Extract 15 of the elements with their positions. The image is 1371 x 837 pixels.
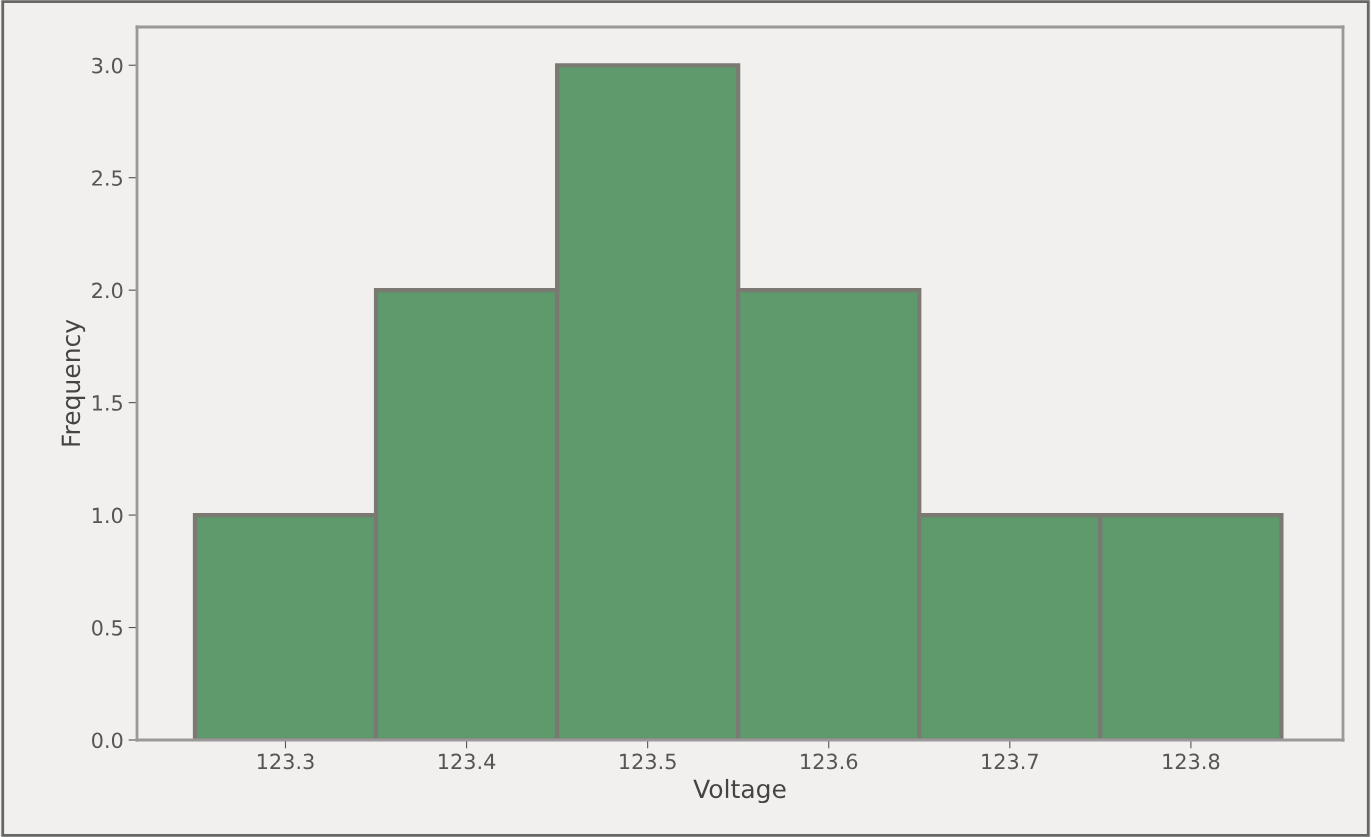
x-tick-label: 123.7 bbox=[982, 753, 1038, 770]
x-axis-title: Voltage bbox=[693, 778, 786, 804]
y-tick-label: 0.5 bbox=[92, 619, 122, 636]
y-axis-title: Frequency bbox=[61, 319, 86, 446]
x-tick-label: 123.5 bbox=[620, 753, 676, 770]
x-tick-label: 123.8 bbox=[1163, 753, 1220, 770]
y-tick-label: 0.0 bbox=[92, 732, 123, 749]
y-tick-label: 1.5 bbox=[92, 395, 122, 411]
x-tick-label: 123.6 bbox=[801, 753, 858, 770]
y-tick-label: 2.5 bbox=[92, 170, 122, 186]
y-tick-label: 3.0 bbox=[92, 57, 123, 74]
y-tick-label: 2.0 bbox=[92, 282, 123, 299]
x-tick-label: 123.4 bbox=[439, 753, 496, 770]
y-tick-label: 1.0 bbox=[92, 507, 123, 524]
x-tick-label: 123.3 bbox=[257, 753, 314, 770]
